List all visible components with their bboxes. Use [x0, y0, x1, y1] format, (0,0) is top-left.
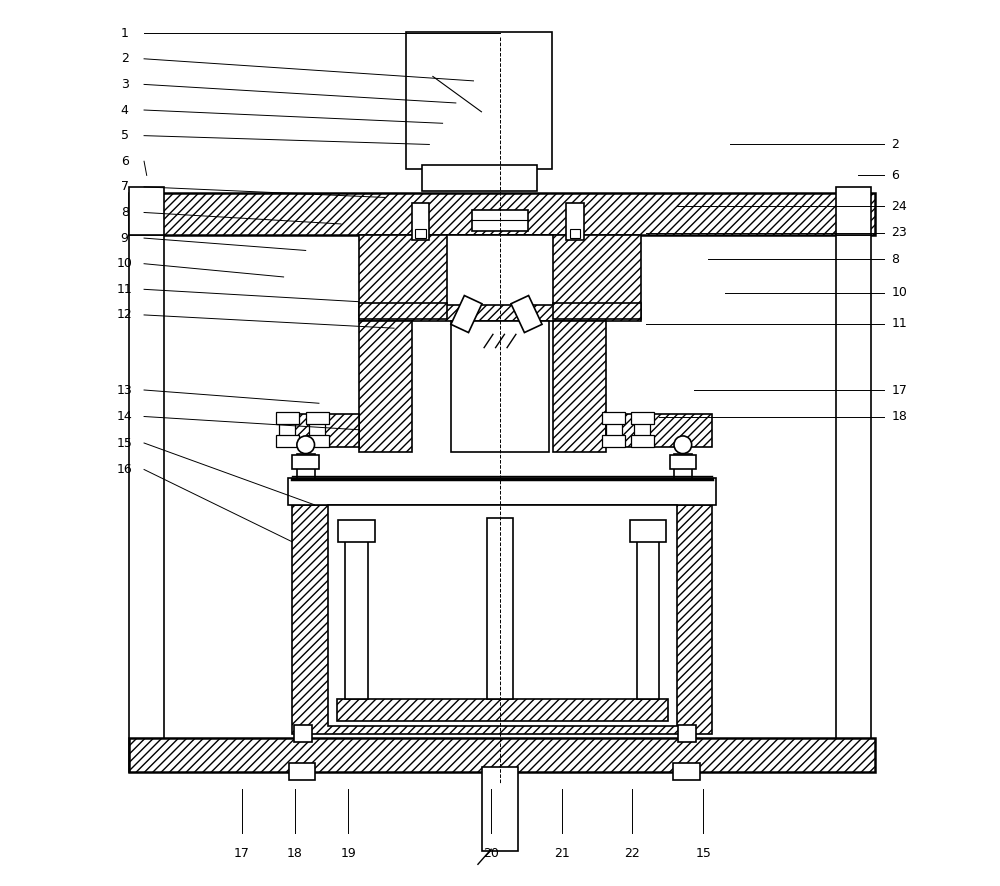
Bar: [412, 203, 429, 240]
Bar: [553, 321, 606, 452]
Text: 15: 15: [117, 437, 133, 449]
Bar: [129, 193, 875, 236]
Bar: [606, 416, 622, 446]
Bar: [406, 32, 552, 169]
Bar: [631, 412, 654, 424]
Text: 18: 18: [287, 847, 303, 859]
Circle shape: [297, 436, 315, 454]
Bar: [570, 229, 580, 238]
Bar: [422, 165, 537, 191]
Bar: [288, 478, 716, 505]
Text: 10: 10: [891, 286, 907, 299]
Text: 9: 9: [121, 231, 129, 245]
Text: 6: 6: [121, 155, 129, 167]
Bar: [451, 321, 549, 452]
Bar: [566, 203, 584, 240]
Text: 4: 4: [121, 104, 129, 117]
Text: 14: 14: [117, 410, 133, 423]
Text: 22: 22: [625, 847, 640, 859]
Bar: [306, 435, 329, 447]
Bar: [634, 416, 650, 446]
Bar: [670, 455, 696, 470]
Bar: [359, 303, 447, 319]
Bar: [359, 236, 641, 321]
Bar: [415, 229, 426, 238]
Text: 3: 3: [121, 78, 129, 91]
Text: 16: 16: [117, 463, 133, 476]
Bar: [276, 412, 299, 424]
Text: 23: 23: [891, 226, 907, 239]
Text: 11: 11: [891, 317, 907, 330]
Bar: [836, 187, 871, 236]
Text: 21: 21: [554, 847, 570, 859]
Circle shape: [674, 436, 692, 454]
Bar: [472, 210, 528, 231]
Bar: [678, 725, 696, 742]
Bar: [297, 454, 315, 478]
Bar: [345, 532, 368, 699]
Bar: [129, 738, 875, 772]
Bar: [294, 725, 312, 742]
Text: 5: 5: [121, 129, 129, 142]
Bar: [289, 763, 315, 781]
Bar: [292, 505, 712, 734]
Bar: [673, 763, 700, 781]
Text: 11: 11: [117, 283, 133, 296]
Text: 10: 10: [117, 257, 133, 270]
Bar: [338, 520, 375, 542]
Text: 2: 2: [121, 52, 129, 66]
Polygon shape: [451, 296, 482, 332]
Text: 17: 17: [891, 384, 907, 397]
Bar: [284, 414, 359, 447]
Text: 18: 18: [891, 410, 907, 423]
Bar: [337, 699, 668, 721]
Bar: [637, 532, 659, 699]
Text: 24: 24: [891, 200, 907, 213]
Text: 7: 7: [121, 181, 129, 193]
Bar: [602, 412, 625, 424]
Bar: [487, 518, 513, 699]
Bar: [631, 435, 654, 447]
Text: 19: 19: [340, 847, 356, 859]
Bar: [279, 416, 295, 446]
Text: 15: 15: [695, 847, 711, 859]
Text: 6: 6: [891, 169, 899, 182]
Bar: [359, 321, 412, 452]
Bar: [602, 435, 625, 447]
Text: 13: 13: [117, 384, 133, 397]
Bar: [447, 236, 553, 305]
Bar: [606, 414, 712, 447]
Bar: [482, 767, 518, 851]
Text: 8: 8: [891, 253, 899, 266]
Bar: [553, 303, 641, 319]
Bar: [630, 520, 666, 542]
Bar: [309, 416, 325, 446]
Bar: [674, 454, 692, 478]
Polygon shape: [511, 296, 542, 332]
Bar: [836, 236, 871, 772]
Bar: [129, 187, 164, 236]
Bar: [292, 455, 319, 470]
Bar: [328, 505, 677, 726]
Text: 8: 8: [121, 206, 129, 219]
Text: 20: 20: [483, 847, 499, 859]
Text: 1: 1: [121, 27, 129, 40]
Bar: [129, 236, 164, 772]
Bar: [306, 412, 329, 424]
Text: 12: 12: [117, 308, 133, 322]
Text: 2: 2: [891, 138, 899, 151]
Text: 17: 17: [234, 847, 250, 859]
Bar: [276, 435, 299, 447]
